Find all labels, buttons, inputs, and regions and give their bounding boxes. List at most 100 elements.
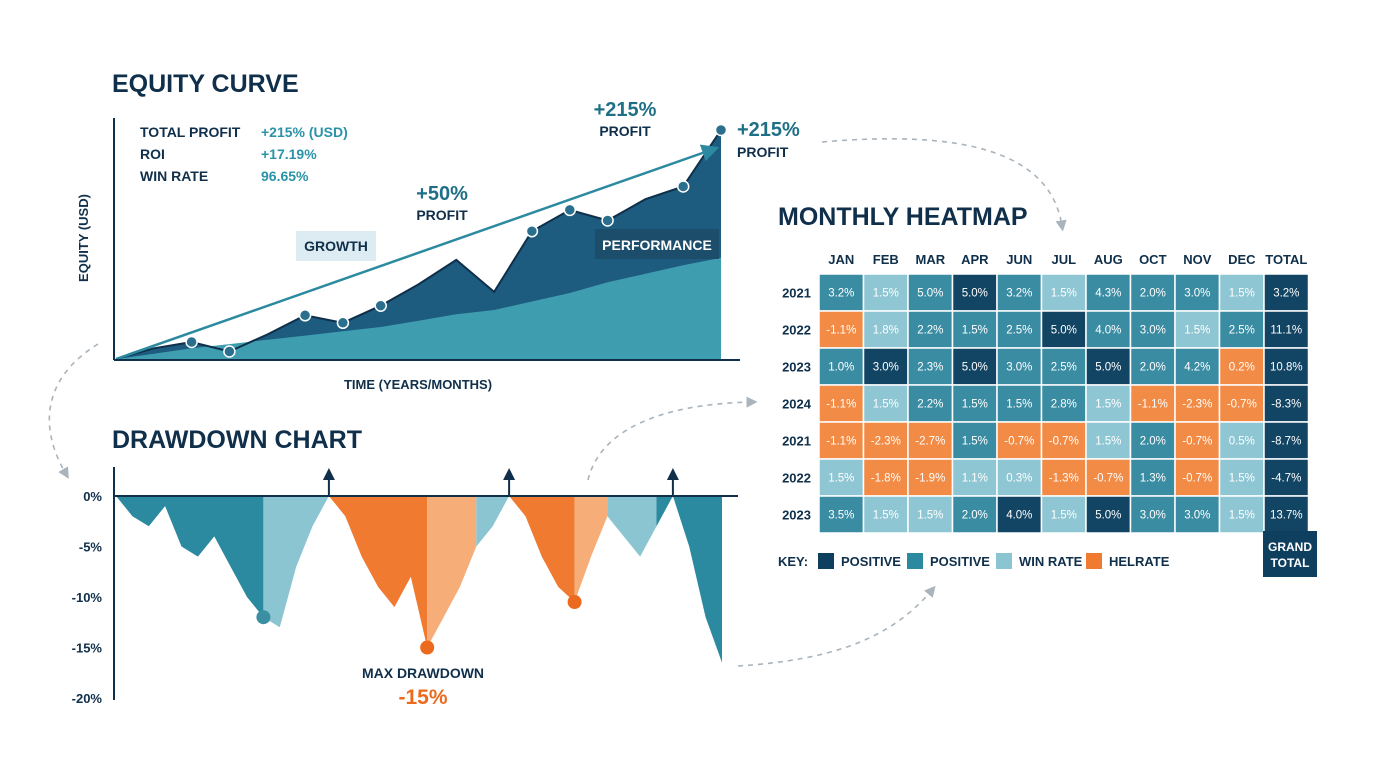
connector-drawdown-to-heatmap-arrow: [587, 396, 758, 481]
equity-line: [115, 129, 722, 360]
trend-arrow: [115, 144, 720, 361]
heatmap-cell-value: 1.5%: [1095, 436, 1121, 448]
stat-roi-label: ROI: [140, 146, 165, 162]
heatmap-cell: [862, 421, 909, 460]
equity-curve-panel: EQUITY CURVE EQUITY (USD) TIME (YEARS/MO…: [76, 70, 800, 392]
heatmap-cell: [1263, 384, 1310, 423]
max-drawdown-value: -15%: [398, 686, 447, 709]
drawdown-trough-point: [420, 640, 435, 655]
equity-point: [525, 224, 539, 238]
heatmap-cell: [818, 384, 865, 423]
heatmap-cell-value: 1.5%: [917, 510, 943, 522]
heatmap-cell: [1129, 458, 1176, 497]
heatmap-cell: [1129, 421, 1176, 460]
heatmap-column-header: APR: [961, 252, 989, 267]
heatmap-cell: [1085, 273, 1132, 312]
heatmap-cell: [1085, 384, 1132, 423]
drawdown-segment-7: [607, 496, 657, 557]
grand-total-bg: [1263, 531, 1317, 577]
heatmap-cell-value: -1.8%: [871, 473, 901, 485]
key-swatch-teal: [907, 553, 923, 569]
heatmap-row-year: 2023: [782, 360, 811, 375]
heatmap-cell-value: 1.5%: [962, 325, 988, 337]
heatmap-cell-value: 1.5%: [873, 510, 899, 522]
heatmap-cell-value: 1.5%: [1229, 473, 1255, 485]
end-profit-label: PROFIT: [737, 144, 789, 160]
recovery-arrow-head: [666, 468, 679, 480]
key-label-win-rate: WIN RATE: [1019, 554, 1083, 569]
key-label: KEY:: [778, 554, 808, 569]
drawdown-trough-point: [256, 610, 271, 625]
peak-profit-label: PROFIT: [599, 123, 651, 139]
heatmap-cell: [1218, 421, 1265, 460]
heatmap-cell-value: -1.1%: [826, 399, 856, 411]
performance-badge-label: PERFORMANCE: [602, 237, 712, 253]
heatmap-cell-value: 4.0%: [1095, 325, 1121, 337]
heatmap-cell: [951, 273, 998, 312]
equity-point: [374, 299, 387, 312]
heatmap-cell: [1040, 347, 1087, 386]
heatmap-cell-value: 1.5%: [1051, 510, 1077, 522]
heatmap-column-header: OCT: [1139, 252, 1167, 267]
heatmap-cell: [1263, 273, 1310, 312]
heatmap-cell: [1174, 384, 1221, 423]
heatmap-cell: [907, 495, 954, 534]
heatmap-cell-value: 3.0%: [1140, 510, 1166, 522]
heatmap-key: KEY: POSITIVE POSITIVE WIN RATE HELRATE: [778, 553, 1170, 569]
drawdown-y-tick: -15%: [72, 641, 103, 656]
performance-badge-bg: [595, 229, 719, 259]
heatmap-cell-value: 1.0%: [828, 362, 854, 374]
heatmap-cell-value: 1.5%: [1095, 399, 1121, 411]
drawdown-y-ticks: 0% -5% -10% -15% -20%: [72, 489, 103, 706]
heatmap-cell-value: -2.3%: [871, 436, 901, 448]
drawdown-segment-5: [509, 496, 575, 602]
heatmap-cell-value: -1.1%: [826, 325, 856, 337]
heatmap-cell-value: 5.0%: [917, 288, 943, 300]
heatmap-cell-value: 5.0%: [962, 362, 988, 374]
drawdown-y-tick: -10%: [72, 590, 103, 605]
heatmap-cell-value: 5.0%: [962, 288, 988, 300]
heatmap-cell: [818, 421, 865, 460]
heatmap-cell: [1040, 273, 1087, 312]
heatmap-cell-value: 1.8%: [873, 325, 899, 337]
heatmap-cell: [1174, 273, 1221, 312]
heatmap-cell: [951, 458, 998, 497]
peak-profit-value: +215%: [594, 99, 657, 121]
heatmap-cell: [996, 310, 1043, 349]
heatmap-cell: [1263, 347, 1310, 386]
heatmap-row-year: 2023: [782, 508, 811, 523]
heatmap-cell: [1040, 495, 1087, 534]
heatmap-cell-value: 3.2%: [828, 288, 854, 300]
equity-point: [223, 345, 236, 358]
heatmap-cell-value: 1.3%: [1140, 473, 1166, 485]
heatmap-cell: [951, 495, 998, 534]
heatmap-cell: [1218, 310, 1265, 349]
heatmap-cell-value: 0.2%: [1229, 362, 1255, 374]
key-swatch-light: [996, 553, 1012, 569]
heatmap-title: MONTHLY HEATMAP: [778, 203, 1028, 231]
heatmap-cell-value: 2.2%: [917, 325, 943, 337]
heatmap-cell-value: -0.7%: [1049, 436, 1079, 448]
heatmap-cell: [907, 273, 954, 312]
equity-y-axis-label: EQUITY (USD): [76, 194, 91, 282]
heatmap-cell-value: 1.5%: [873, 288, 899, 300]
heatmap-row-year: 2021: [782, 286, 811, 301]
heatmap-cell-value: -0.7%: [1227, 399, 1257, 411]
heatmap-cell-value: 3.2%: [1006, 288, 1032, 300]
baseline-area: [116, 257, 721, 359]
heatmap-row-year: 2022: [782, 471, 811, 486]
heatmap-cell-value: 2.8%: [1051, 399, 1077, 411]
drawdown-segment-2: [328, 496, 428, 648]
heatmap-column-header: MAR: [915, 252, 945, 267]
connector-equity-to-heatmap-arrow: [821, 137, 1067, 232]
drawdown-y-tick: -20%: [72, 691, 103, 706]
heatmap-cell-value: 1.5%: [1051, 288, 1077, 300]
heatmap-cell: [862, 458, 909, 497]
heatmap-cell: [1129, 310, 1176, 349]
heatmap-cell-value: 2.3%: [917, 362, 943, 374]
grand-total-line1: GRAND: [1268, 540, 1312, 554]
heatmap-cell-value: -4.7%: [1271, 473, 1301, 485]
drawdown-trough-point: [567, 595, 582, 609]
equity-point: [676, 180, 690, 193]
